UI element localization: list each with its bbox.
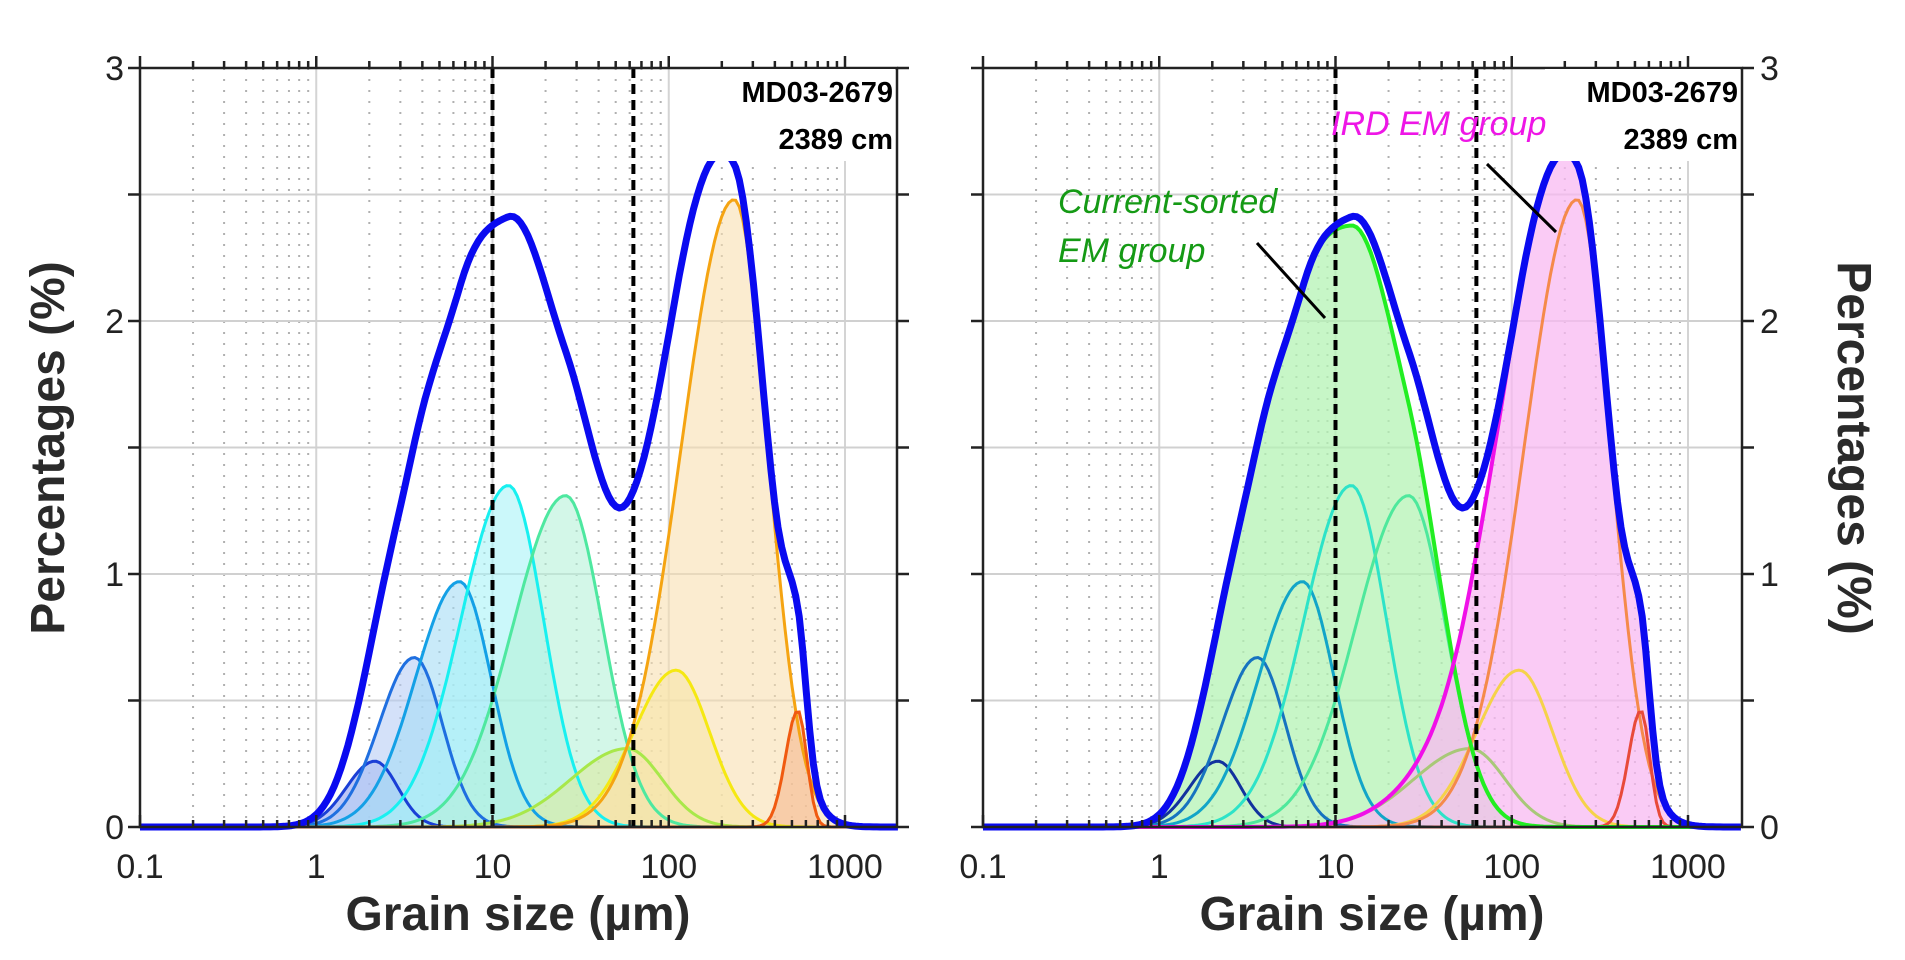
right-label-background xyxy=(1545,69,1740,161)
group-fill-ird xyxy=(983,152,1741,827)
right-y-tick-labels: 0 1 2 3 xyxy=(1760,50,1779,847)
em-fill-em5 xyxy=(140,495,898,827)
y-tick-label: 1 xyxy=(1760,556,1779,594)
x-tick-label: 0.1 xyxy=(116,848,163,886)
y-tick-label: 0 xyxy=(105,809,124,847)
current-sorted-group-label-line1: Current-sorted xyxy=(1058,183,1278,221)
ird-group-label: IRD EM group xyxy=(1331,105,1546,143)
y-tick-label: 0 xyxy=(1760,809,1779,847)
x-tick-label: 100 xyxy=(640,848,697,886)
y-tick-label: 2 xyxy=(1760,303,1779,341)
right-group-fills xyxy=(983,152,1741,828)
x-tick-label: 100 xyxy=(1483,848,1540,886)
left-y-tick-labels: 0 1 2 3 xyxy=(105,50,124,847)
left-reference-lines xyxy=(490,68,636,827)
left-sample-label: MD03-2679 xyxy=(741,77,893,109)
x-tick-label: 1 xyxy=(1150,848,1169,886)
left-depth-label: 2389 cm xyxy=(779,124,894,156)
y-tick-label: 1 xyxy=(105,556,124,594)
right-depth-label: 2389 cm xyxy=(1624,124,1739,156)
right-x-tick-labels: 0.1 1 10 100 1000 xyxy=(959,848,1725,886)
y-tick-label: 3 xyxy=(1760,50,1779,88)
left-em-fills xyxy=(140,200,898,827)
x-tick-label: 10 xyxy=(1317,848,1355,886)
group-fill-current-sorted xyxy=(983,225,1741,828)
x-tick-label: 10 xyxy=(474,848,512,886)
y-tick-label: 3 xyxy=(105,50,124,88)
left-label-background xyxy=(700,69,895,161)
x-tick-label: 0.1 xyxy=(959,848,1006,886)
right-panel: MD03-2679 2389 cm IRD EM group Current-s… xyxy=(959,50,1880,941)
left-x-axis-title: Grain size (µm) xyxy=(345,888,690,941)
x-tick-label: 1000 xyxy=(807,848,883,886)
ird-group-leader-line xyxy=(1485,162,1558,234)
right-x-axis-title: Grain size (µm) xyxy=(1199,888,1544,941)
right-sample-label: MD03-2679 xyxy=(1586,77,1738,109)
left-x-tick-labels: 0.1 1 10 100 1000 xyxy=(116,848,882,886)
y-tick-label: 2 xyxy=(105,303,124,341)
current-sorted-group-label-line2: EM group xyxy=(1058,232,1205,270)
right-reference-lines xyxy=(1333,68,1479,827)
em-fill-em8 xyxy=(140,200,898,827)
current-sorted-group-leader-line xyxy=(1255,241,1327,320)
left-axes xyxy=(128,56,909,829)
x-tick-label: 1000 xyxy=(1650,848,1726,886)
right-y-axis-title: Percentages (%) xyxy=(1827,261,1880,634)
left-y-axis-title: Percentages (%) xyxy=(22,261,75,634)
right-axes xyxy=(971,56,1754,829)
x-tick-label: 1 xyxy=(307,848,326,886)
left-panel: MD03-2679 2389 cm 0.1 1 10 100 1000 0 1 2 3 Gra… xyxy=(22,50,909,941)
